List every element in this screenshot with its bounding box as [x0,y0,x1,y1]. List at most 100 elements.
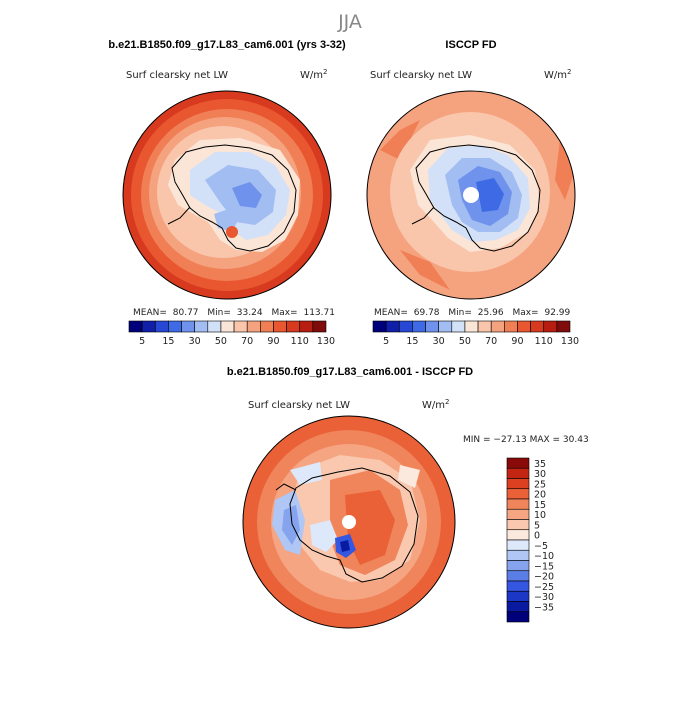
colorbar-obs-swatch [504,320,518,333]
panel-obs: ISCCP FD Surf clearsky net LW W/m2 MEAN=… [366,39,579,347]
colorbar-obs-swatch [425,320,439,333]
colorbar-model-tick-label: 90 [267,336,279,347]
colorbar-model-swatch [286,320,301,333]
antarctica-outline-obs [415,144,541,252]
colorbar-model-swatch [128,320,143,333]
antarctica-outline-model [171,144,297,252]
colorbar-obs-tick-label: 90 [511,336,523,347]
colorbar-diff-swatch [506,539,530,551]
colorbar-obs-swatch [398,320,413,333]
panel-diff: b.e21.B1850.f09_g17.L83_cam6.001 - ISCCP… [227,366,589,629]
colorbar-diff-swatch [506,601,530,613]
colorbar-model-tick-label: 50 [215,336,227,347]
colorbar-diff-tick-label: 0 [534,531,540,542]
colorbar-obs-swatch [451,320,466,333]
colorbar-obs-swatch [477,320,492,333]
polar-map-obs [367,91,575,299]
colorbar-obs-tick-label: 70 [485,336,497,347]
panel-model-variable-label: Surf clearsky net LW [126,70,228,81]
colorbar-model-tick-label: 5 [139,336,145,347]
colorbar-model-swatch [233,320,248,333]
colorbar-diff-swatch [506,570,530,582]
colorbar-diff-tick-label: 25 [534,479,546,490]
panel-model-units: W/m2 [300,68,327,81]
colorbar-diff-swatch [506,488,530,500]
panel-obs-units: W/m2 [544,68,571,81]
colorbar-model-swatch [260,320,274,333]
colorbar-obs-tick-label: 5 [383,336,389,347]
colorbar-obs-swatch [385,320,400,333]
panel-obs-title: ISCCP FD [445,39,496,51]
colorbar-diff-swatch [506,549,530,561]
colorbar-model: 5 15 30 50 70 90 110 130 [128,320,335,347]
colorbar-model-swatch [207,320,222,333]
panel-diff-units: W/m2 [422,398,449,411]
colorbar-diff-tick-label: −20 [534,572,554,583]
colorbar-diff-swatch [506,529,530,541]
colorbar-model-swatch [141,320,156,333]
panel-diff-variable-label: Surf clearsky net LW [248,400,350,411]
colorbar-obs-swatch [490,320,505,333]
colorbar-diff-swatch [506,478,530,490]
colorbar-diff-tick-label: −25 [534,582,554,593]
colorbar-obs-tick-label: 30 [433,336,445,347]
panel-model-title: b.e21.B1850.f09_g17.L83_cam6.001 (yrs 3-… [108,39,346,51]
colorbar-obs-swatch [438,320,453,333]
colorbar-diff-tick-label: −10 [534,551,554,562]
colorbar-model-swatch [220,320,235,333]
colorbar-diff-swatch [506,508,530,520]
panel-obs-variable-label: Surf clearsky net LW [370,70,472,81]
colorbar-diff-tick-label: −35 [534,602,554,613]
panel-model-stats: MEAN= 80.77 Min= 33.24 Max= 113.71 [133,308,335,318]
colorbar-diff-swatch [506,590,530,602]
colorbar-diff-tick-label: −30 [534,592,554,603]
colorbar-diff-swatch [506,611,530,623]
colorbar-diff-tick-label: −5 [534,541,548,552]
colorbar-obs-swatch [412,320,426,333]
panel-model: b.e21.B1850.f09_g17.L83_cam6.001 (yrs 3-… [108,39,346,347]
colorbar-model-swatch [194,320,209,333]
colorbar-model-tick-label: 30 [189,336,201,347]
colorbar-diff-swatch [506,560,530,572]
colorbar-model-swatch [181,320,195,333]
colorbar-obs-swatch [530,320,545,333]
colorbar-model-swatch [246,320,261,333]
colorbar-model-tick-label: 110 [291,336,309,347]
colorbar-diff-tick-label: 20 [534,490,546,501]
colorbar-diff-tick-label: 35 [534,459,546,470]
colorbar-obs-tick-label: 50 [459,336,471,347]
colorbar-diff-swatch [506,580,530,592]
colorbar-model-swatch [299,320,314,333]
colorbar-diff-tick-label: 30 [534,469,546,480]
panel-diff-minmax: MIN = −27.13 MAX = 30.43 [463,435,589,445]
panel-obs-stats: MEAN= 69.78 Min= 25.96 Max= 92.99 [374,308,571,318]
antarctica-outline-diff [289,467,419,583]
colorbar-obs-swatch [543,320,558,333]
colorbar-diff-tick-label: 10 [534,510,546,521]
colorbar-model-swatch [154,320,169,333]
colorbar-obs-tick-label: 130 [561,336,579,347]
colorbar-obs-swatch [372,320,387,333]
colorbar-obs-swatch [517,320,531,333]
colorbar-model-tick-label: 130 [317,336,335,347]
colorbar-diff-tick-label: −15 [534,561,554,572]
colorbar-obs-swatch [556,320,571,333]
colorbar-obs-swatch [464,320,479,333]
colorbar-model-swatch [312,320,327,333]
panel-diff-title: b.e21.B1850.f09_g17.L83_cam6.001 - ISCCP… [227,366,473,378]
colorbar-model-swatch [168,320,182,333]
colorbar-diff-swatch [506,457,530,469]
colorbar-diff-swatch [506,467,530,479]
polar-map-model [123,91,331,299]
colorbar-obs-tick-label: 110 [535,336,553,347]
colorbar-obs: 5 15 30 50 70 90 110 130 [372,320,579,347]
colorbar-model-swatch [273,320,287,333]
colorbar-diff-swatch [506,519,530,531]
colorbar-diff-tick-label: 5 [534,520,540,531]
season-title: JJA [337,11,362,33]
colorbar-obs-tick-label: 15 [406,336,418,347]
polar-map-diff [243,416,455,628]
colorbar-diff-tick-label: 15 [534,500,546,511]
